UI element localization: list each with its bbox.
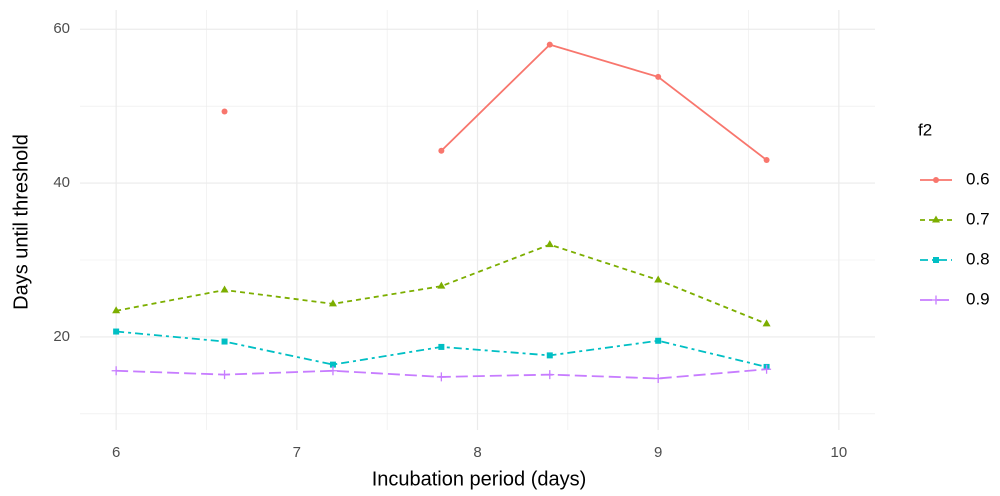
- series: [111, 364, 772, 383]
- point: [438, 147, 445, 154]
- y-tick-label: 40: [53, 174, 70, 191]
- point: [221, 108, 228, 115]
- point: [328, 299, 337, 307]
- y-axis-title: Days until threshold: [10, 134, 32, 310]
- point: [328, 366, 338, 376]
- series: [113, 328, 770, 370]
- x-tick-label: 7: [293, 444, 301, 461]
- point: [763, 157, 770, 163]
- point: [762, 364, 772, 374]
- legend-marker: [932, 215, 940, 223]
- series: [221, 41, 770, 163]
- point: [545, 370, 555, 380]
- point: [545, 240, 554, 248]
- point: [437, 281, 446, 289]
- legend-label: 0.9: [966, 289, 990, 308]
- point: [438, 343, 445, 350]
- point: [113, 328, 120, 335]
- x-axis-title: Incubation period (days): [372, 468, 587, 490]
- line: [440, 43, 768, 161]
- x-tick-label: 8: [473, 444, 481, 461]
- point: [329, 361, 336, 368]
- point: [221, 338, 228, 345]
- series: [112, 240, 771, 327]
- x-tick-label: 6: [112, 444, 120, 461]
- point: [655, 337, 662, 344]
- grid: [80, 10, 875, 430]
- point: [112, 306, 121, 314]
- point: [653, 373, 663, 383]
- point: [436, 372, 446, 382]
- legend-marker: [931, 295, 941, 305]
- legend-marker: [933, 177, 939, 183]
- point: [762, 319, 771, 327]
- x-tick-label: 10: [831, 444, 848, 461]
- legend-label: 0.7: [966, 209, 990, 228]
- point: [220, 370, 230, 380]
- point: [546, 352, 553, 359]
- point: [655, 73, 662, 80]
- legend-title: f2: [918, 120, 932, 139]
- x-tick-label: 9: [654, 444, 662, 461]
- y-tick-label: 60: [53, 20, 70, 37]
- legend-label: 0.8: [966, 249, 990, 268]
- legend-marker: [933, 257, 939, 263]
- point: [654, 275, 663, 283]
- y-tick-label: 20: [53, 328, 70, 345]
- point: [111, 366, 121, 376]
- legend-label: 0.6: [966, 169, 990, 188]
- point: [220, 285, 229, 293]
- point: [546, 41, 553, 48]
